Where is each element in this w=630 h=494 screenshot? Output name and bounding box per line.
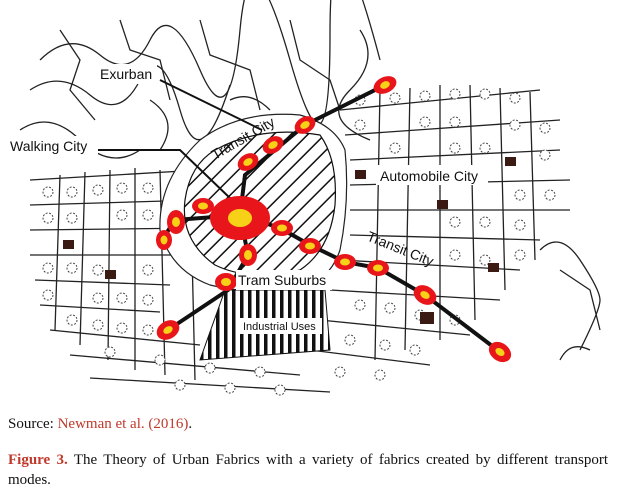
caption-text: The Theory of Urban Fabrics with a varie… [8,452,608,488]
label-exurban: Exurban [100,66,152,82]
label-industrial-uses: Industrial Uses [243,321,316,333]
station-node [373,76,397,94]
station-node [192,198,214,214]
station-nodes [156,76,512,363]
station-node [294,116,316,134]
station-node [239,244,257,266]
label-tram-suburbs: Tram Suburbs [238,272,326,288]
station-node [367,260,389,276]
station-node [488,341,512,363]
source-suffix: . [188,416,193,432]
source-prefix: Source: [8,416,58,432]
cul-de-sacs [42,88,556,396]
station-node [271,220,293,236]
station-node [156,230,172,250]
station-node [237,153,259,171]
suburban-streets [29,84,571,393]
source-line: Source: Newman et al. (2016). [8,416,192,433]
station-node [262,136,284,154]
station-node [413,285,437,305]
source-link[interactable]: Newman et al. (2016) [57,416,189,432]
label-automobile-city: Automobile City [380,168,478,184]
commercial-blocks [63,157,516,324]
figure-caption: Figure 3. The Theory of Urban Fabrics wi… [8,450,608,490]
exurban-roads [19,0,601,361]
station-node [156,320,180,340]
station-node [299,238,321,254]
label-walking-city: Walking City [10,138,87,154]
label-leaders [95,79,263,201]
diagram-labels: Exurban Walking City Transit City Automo… [6,64,488,333]
station-node [210,196,270,240]
station-node [215,273,237,291]
urban-fabrics-diagram: Exurban Walking City Transit City Automo… [6,0,601,396]
figure-label: Figure 3. [8,452,68,468]
station-node [334,254,356,270]
station-node [167,210,185,234]
